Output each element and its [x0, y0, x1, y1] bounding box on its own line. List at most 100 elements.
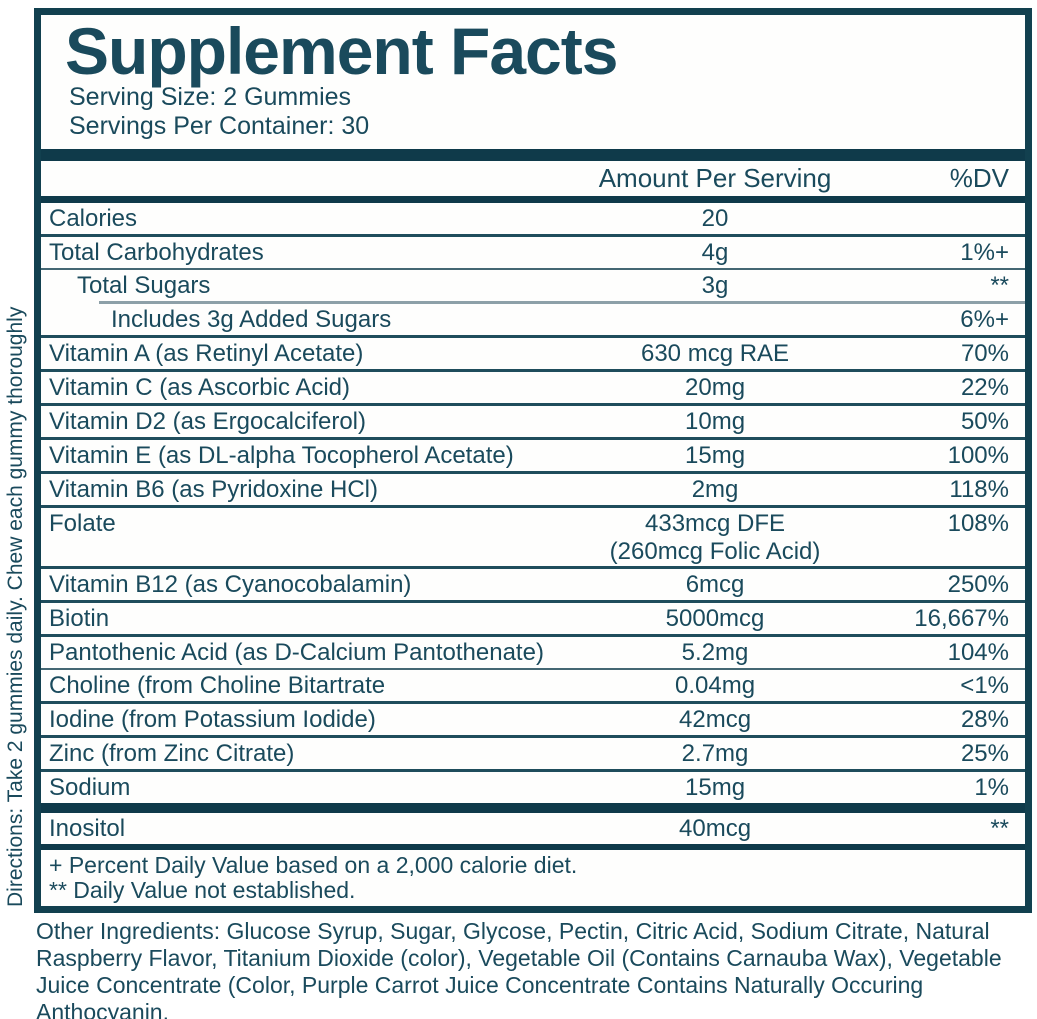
below-panel-text: Other Ingredients: Glucose Syrup, Sugar,…	[36, 918, 1032, 1019]
nutrient-dv: 25%	[960, 740, 1009, 767]
row-separator	[41, 769, 1025, 772]
nutrient-name: Total Carbohydrates	[49, 239, 264, 266]
nutrient-dv: 108%	[947, 510, 1009, 537]
row-separator	[41, 600, 1025, 603]
nutrient-amount: 6mcg	[685, 571, 745, 598]
nutrient-amount: 5.2mg	[681, 639, 749, 666]
nutrient-row: Calories 20	[41, 203, 1025, 234]
footnotes: + Percent Daily Value based on a 2,000 c…	[41, 850, 1025, 906]
nutrient-row: Total Sugars 3g **	[41, 270, 1025, 301]
row-separator	[41, 803, 1025, 813]
row-separator	[99, 301, 1025, 304]
nutrient-amount: 10mg	[685, 408, 746, 435]
nutrient-amount: 15mg	[685, 442, 746, 469]
nutrient-row: Biotin 5000mcg 16,667%	[41, 603, 1025, 634]
nutrient-row: Pantothenic Acid (as D-Calcium Pantothen…	[41, 637, 1025, 668]
row-separator	[41, 634, 1025, 637]
nutrient-dv: 1%+	[960, 239, 1009, 266]
nutrient-name: Choline (from Choline Bitartrate	[49, 672, 386, 699]
footnote-daily-value: + Percent Daily Value based on a 2,000 c…	[49, 852, 578, 878]
nutrient-row: Choline (from Choline Bitartrate 0.04mg <1…	[41, 670, 1025, 701]
row-separator	[41, 471, 1025, 474]
nutrient-amount: 630 mcg RAE	[640, 340, 790, 367]
nutrient-dv: 6%+	[960, 306, 1009, 333]
nutrient-dv: 1%	[974, 774, 1009, 801]
nutrient-name: Pantothenic Acid (as D-Calcium Pantothen…	[49, 639, 544, 666]
row-separator	[41, 234, 1025, 237]
nutrient-amount: 20	[701, 205, 729, 232]
nutrient-dv: **	[990, 272, 1009, 299]
nutrient-row: Vitamin D2 (as Ergocalciferol) 10mg 50%	[41, 406, 1025, 437]
footnote-divider	[41, 844, 1025, 850]
nutrient-row: Vitamin A (as Retinyl Acetate) 630 mcg RA…	[41, 338, 1025, 369]
nutrient-name: Vitamin D2 (as Ergocalciferol)	[49, 408, 367, 435]
footnote-not-established: ** Daily Value not established.	[49, 877, 356, 903]
nutrient-dv: 104%	[947, 639, 1009, 666]
nutrient-row: Total Carbohydrates 4g 1%+	[41, 237, 1025, 268]
supplement-facts-panel: Supplement Facts Serving Size: 2 Gummies…	[34, 8, 1032, 913]
nutrient-name: Zinc (from Zinc Citrate)	[49, 740, 295, 767]
nutrient-name: Calories	[49, 205, 138, 232]
nutrient-amount: 5000mcg	[665, 605, 765, 632]
nutrient-name: Inositol	[49, 815, 126, 842]
row-separator	[41, 701, 1025, 704]
nutrient-dv: 70%	[960, 340, 1009, 367]
nutrient-dv: 50%	[960, 408, 1009, 435]
directions-text: Directions: Take 2 gummies daily. Chew e…	[4, 306, 27, 907]
nutrient-row: Vitamin B6 (as Pyridoxine HCl) 2mg 118%	[41, 474, 1025, 505]
nutrient-amount: 433mcg DFE (260mcg Folic Acid)	[609, 510, 821, 565]
nutrient-name: Includes 3g Added Sugars	[111, 306, 392, 333]
nutrient-amount: 2mg	[691, 476, 739, 503]
nutrient-name: Vitamin C (as Ascorbic Acid)	[49, 374, 350, 401]
thick-divider-top	[41, 149, 1025, 161]
nutrient-name: Total Sugars	[77, 272, 211, 299]
panel-title: Supplement Facts	[65, 14, 618, 88]
row-separator	[41, 335, 1025, 338]
header-divider	[41, 196, 1025, 203]
nutrient-amount: 3g	[701, 272, 729, 299]
nutrient-row: Zinc (from Zinc Citrate) 2.7mg 25%	[41, 738, 1025, 769]
row-separator	[41, 505, 1025, 508]
nutrient-name: Folate	[49, 510, 116, 537]
nutrient-name: Iodine (from Potassium Iodide)	[49, 706, 376, 733]
nutrient-row: Vitamin B12 (as Cyanocobalamin) 6mcg 250%	[41, 569, 1025, 600]
nutrient-amount: 2.7mg	[681, 740, 749, 767]
nutrient-dv: 28%	[960, 706, 1009, 733]
nutrient-dv: 22%	[960, 374, 1009, 401]
nutrient-row: Vitamin C (as Ascorbic Acid) 20mg 22%	[41, 372, 1025, 403]
nutrient-dv: 100%	[947, 442, 1009, 469]
serving-size: Serving Size: 2 Gummies	[69, 83, 352, 111]
nutrient-amount: 42mcg	[679, 706, 752, 733]
nutrient-dv: 118%	[949, 476, 1009, 503]
nutrient-dv: 16,667%	[914, 605, 1009, 632]
servings-per-container: Servings Per Container: 30	[69, 112, 370, 140]
nutrient-row: Iodine (from Potassium Iodide) 42mcg 28%	[41, 704, 1025, 735]
row-separator	[41, 403, 1025, 406]
row-separator	[41, 437, 1025, 440]
nutrient-dv: **	[990, 815, 1009, 842]
nutrient-row: Sodium 15mg 1%	[41, 772, 1025, 803]
nutrient-name: Vitamin B12 (as Cyanocobalamin)	[49, 571, 412, 598]
other-ingredients: Other Ingredients: Glucose Syrup, Sugar,…	[36, 918, 1002, 1019]
row-separator	[41, 735, 1025, 738]
nutrient-row: Includes 3g Added Sugars 6%+	[41, 304, 1025, 335]
nutrient-amount: 4g	[701, 239, 729, 266]
row-separator	[41, 369, 1025, 372]
nutrient-name: Vitamin E (as DL-alpha Tocopherol Acetat…	[49, 442, 514, 469]
row-separator	[41, 566, 1025, 569]
nutrient-name: Biotin	[49, 605, 110, 632]
nutrient-amount: 20mg	[685, 374, 746, 401]
amount-column-header: Amount Per Serving	[598, 163, 832, 193]
column-header-row: Amount Per Serving %DV	[41, 161, 1025, 196]
nutrient-name: Sodium	[49, 774, 131, 801]
title-block: Supplement Facts Serving Size: 2 Gummies…	[41, 15, 1025, 149]
nutrient-row: Inositol 40mcg **	[41, 813, 1025, 844]
row-separator	[41, 268, 1025, 270]
dv-column-header: %DV	[949, 163, 1009, 193]
nutrient-row: Vitamin E (as DL-alpha Tocopherol Acetat…	[41, 440, 1025, 471]
nutrient-row: Folate 433mcg DFE (260mcg Folic Acid) 108%	[41, 508, 1025, 566]
row-separator	[41, 668, 1025, 670]
nutrient-amount: 0.04mg	[675, 672, 756, 699]
nutrient-name: Vitamin B6 (as Pyridoxine HCl)	[49, 476, 379, 503]
